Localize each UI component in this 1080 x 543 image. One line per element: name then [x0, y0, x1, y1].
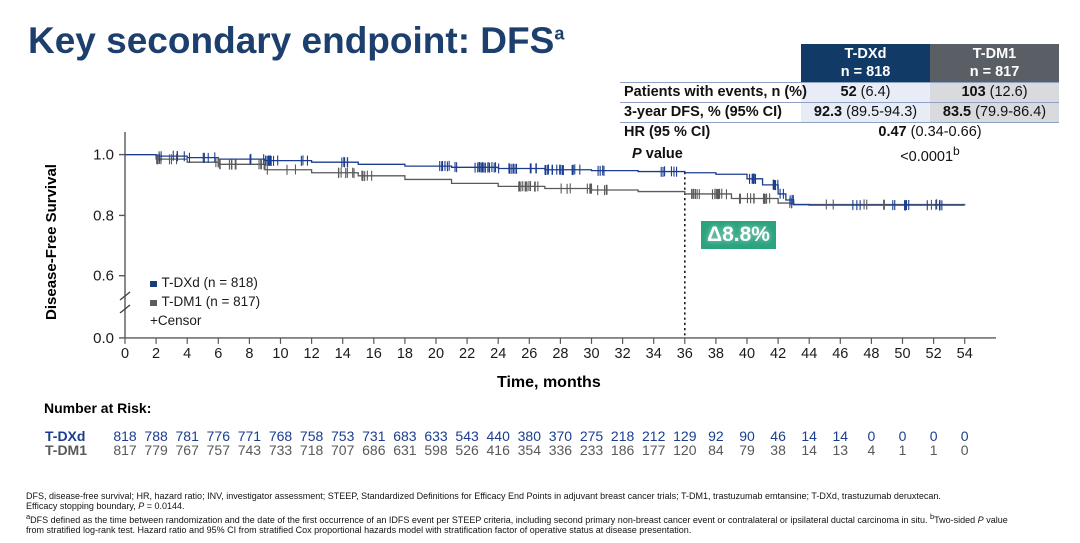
svg-text:14: 14 — [335, 346, 351, 362]
svg-text:8: 8 — [245, 346, 253, 362]
svg-text:18: 18 — [397, 346, 413, 362]
svg-text:54: 54 — [957, 346, 973, 362]
svg-text:0: 0 — [121, 346, 129, 362]
svg-text:50: 50 — [894, 346, 910, 362]
svg-text:48: 48 — [863, 346, 879, 362]
svg-text:6: 6 — [214, 346, 222, 362]
svg-text:2: 2 — [152, 346, 160, 362]
svg-text:52: 52 — [926, 346, 942, 362]
svg-text:32: 32 — [615, 346, 631, 362]
svg-text:20: 20 — [428, 346, 444, 362]
svg-text:24: 24 — [490, 346, 506, 362]
svg-text:1.0: 1.0 — [93, 147, 114, 164]
svg-text:12: 12 — [304, 346, 320, 362]
svg-text:4: 4 — [183, 346, 191, 362]
svg-text:42: 42 — [770, 346, 786, 362]
svg-text:46: 46 — [832, 346, 848, 362]
svg-text:22: 22 — [459, 346, 475, 362]
svg-text:10: 10 — [272, 346, 288, 362]
svg-text:0.8: 0.8 — [93, 207, 114, 224]
svg-text:36: 36 — [677, 346, 693, 362]
svg-text:44: 44 — [801, 346, 817, 362]
svg-text:40: 40 — [739, 346, 755, 362]
svg-text:16: 16 — [366, 346, 382, 362]
svg-text:26: 26 — [521, 346, 537, 362]
svg-text:34: 34 — [646, 346, 662, 362]
svg-text:0.0: 0.0 — [93, 330, 114, 347]
svg-text:28: 28 — [552, 346, 568, 362]
svg-text:38: 38 — [708, 346, 724, 362]
svg-text:30: 30 — [583, 346, 599, 362]
svg-text:0.6: 0.6 — [93, 268, 114, 285]
